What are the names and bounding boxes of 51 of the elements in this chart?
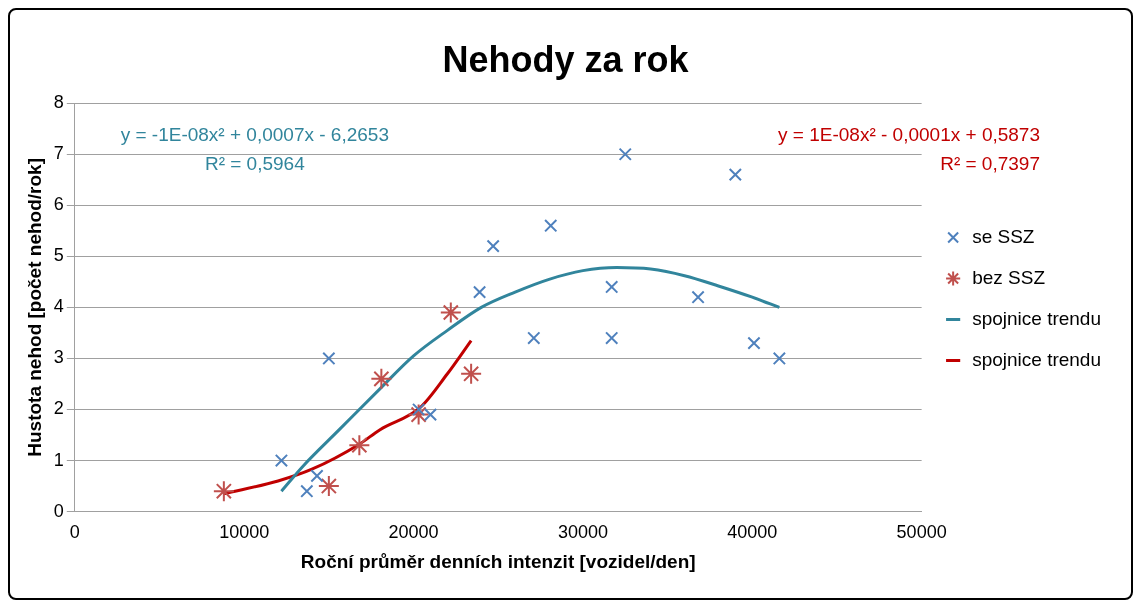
point [772, 351, 787, 366]
legend-label: se SSZ [972, 225, 1035, 247]
point [310, 469, 324, 483]
point [317, 475, 340, 498]
point [423, 407, 438, 422]
y-tick-label: 2 [53, 398, 64, 419]
y-tick-label: 5 [53, 245, 64, 266]
point [618, 147, 632, 161]
legend-label: spojnice trendu [972, 348, 1102, 370]
y-tick-label: 3 [53, 347, 64, 368]
point [527, 331, 541, 345]
y-tick-label: 8 [53, 92, 64, 113]
point [691, 290, 705, 304]
x-tick-label: 40000 [727, 522, 778, 543]
point [212, 480, 235, 503]
point [472, 285, 487, 299]
text: R² = 0,7397 [940, 153, 1040, 175]
y-axis-title: Hustota nehod [počet nehod/rok] [23, 158, 45, 457]
y-tick-label: 7 [53, 143, 64, 164]
point [747, 336, 761, 350]
point [274, 453, 289, 468]
point [370, 367, 393, 390]
x-tick-label: 0 [69, 522, 80, 543]
point [605, 280, 619, 294]
point [322, 351, 336, 366]
x-tick-label: 20000 [388, 522, 439, 543]
legend-label: spojnice trendu [972, 307, 1102, 329]
x-tick-label: 30000 [557, 522, 608, 543]
y-tick-label: 0 [53, 500, 64, 521]
y-tick-label: 1 [53, 449, 64, 470]
point [460, 362, 483, 385]
point [348, 434, 371, 457]
point [411, 402, 426, 417]
x-axis-title: Roční průměr denních intenzit [vozidel/den] [300, 550, 696, 572]
point [728, 168, 742, 182]
point [300, 484, 314, 498]
annotation: R² = 0,5964 [204, 153, 306, 175]
point [439, 301, 462, 324]
chart-title: Nehody za rok [442, 38, 690, 80]
annotation: y = 1E-08x² - 0,0001x + 0,5873 [778, 124, 1040, 146]
point [407, 403, 430, 426]
point [486, 239, 500, 253]
line-series [279, 266, 781, 493]
annotation: y = -1E-08x² + 0,0007x - 6,2653 [120, 124, 389, 146]
x-tick-label: 10000 [219, 522, 270, 543]
point [544, 219, 558, 233]
x-tick-label: 50000 [896, 522, 947, 543]
legend-label: bez SSZ [972, 266, 1046, 288]
y-tick-label: 4 [53, 296, 64, 317]
y-tick-label: 6 [53, 194, 64, 215]
point [605, 331, 619, 345]
